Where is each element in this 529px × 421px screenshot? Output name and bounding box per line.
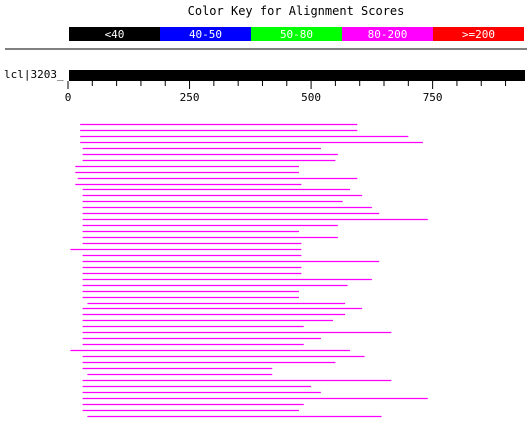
color-key-label: 40-50 — [189, 28, 222, 41]
alignment-hits — [70, 123, 428, 418]
query-label: lcl|3203_ — [4, 68, 64, 81]
color-key-item: <40 — [69, 27, 160, 41]
color-key-label: <40 — [105, 28, 125, 41]
color-key-title: Color Key for Alignment Scores — [188, 4, 405, 18]
axis-tick-label: 500 — [301, 91, 321, 104]
color-key: <40 40-50 50-80 80-200 >=200 — [69, 27, 524, 41]
color-key-item: 80-200 — [342, 27, 433, 41]
color-key-label: 50-80 — [280, 28, 313, 41]
color-key-label: >=200 — [462, 28, 495, 41]
color-key-swatch — [160, 27, 251, 41]
color-key-label: 80-200 — [368, 28, 408, 41]
axis-tick-label: 0 — [65, 91, 72, 104]
color-key-swatch — [342, 27, 433, 41]
color-key-item: 50-80 — [251, 27, 342, 41]
query-bar — [69, 70, 525, 81]
color-key-swatch — [69, 27, 160, 41]
axis-tick-label: 750 — [423, 91, 443, 104]
axis-tick-label: 250 — [180, 91, 200, 104]
color-key-item: >=200 — [433, 27, 524, 41]
query-axis: 0 250 500 750 — [65, 81, 507, 104]
color-key-swatch — [251, 27, 342, 41]
color-key-swatch — [433, 27, 524, 41]
color-key-item: 40-50 — [160, 27, 251, 41]
